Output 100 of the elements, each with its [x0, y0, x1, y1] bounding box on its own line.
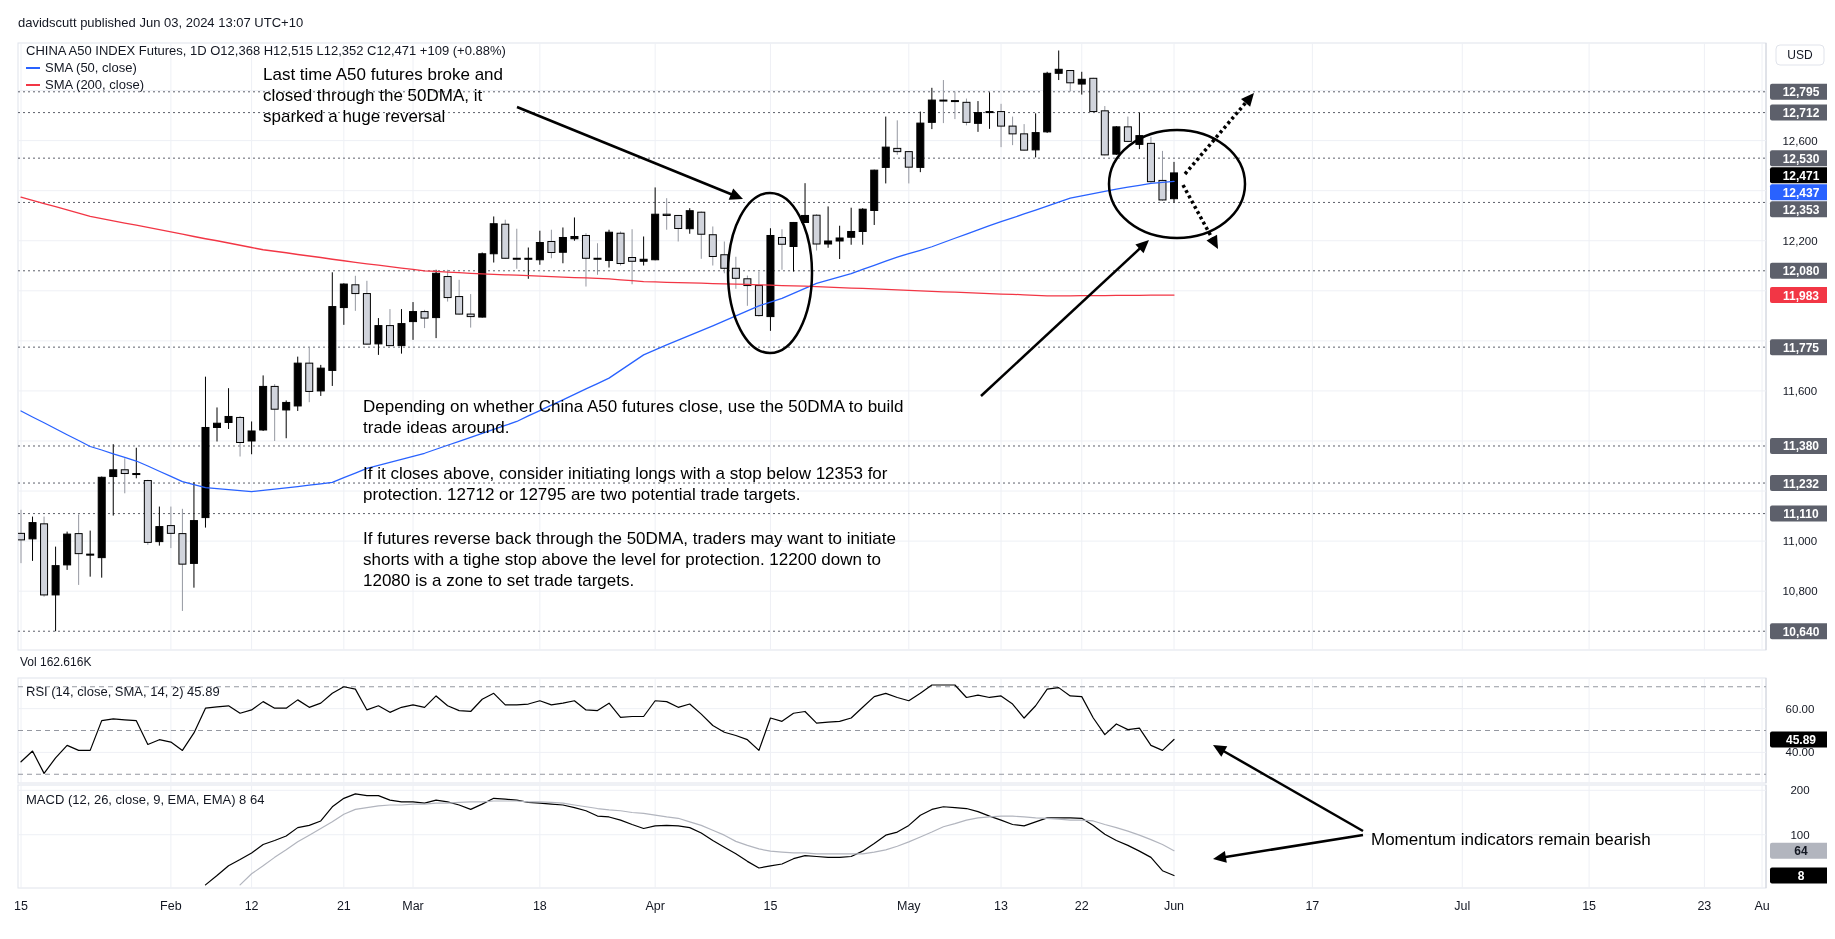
candlestick — [639, 235, 648, 267]
candlestick — [674, 214, 683, 242]
candlestick — [904, 150, 913, 184]
x-tick-label: May — [897, 899, 922, 913]
ref-line-label: 12,712 — [1782, 106, 1820, 121]
y-tick-label: 40.00 — [1785, 746, 1815, 759]
x-tick-label: 23 — [1697, 899, 1712, 913]
candlestick — [950, 91, 959, 120]
candlestick — [1158, 150, 1167, 202]
candlestick — [316, 364, 325, 397]
candlestick — [409, 301, 418, 341]
candlestick — [581, 232, 590, 288]
annotation: Momentum indicators remain bearish — [1371, 830, 1651, 849]
line-series — [20, 684, 1175, 774]
candlestick — [720, 241, 729, 274]
y-tick-label: 12,600 — [1782, 134, 1818, 147]
candlestick — [1054, 50, 1063, 81]
y-tick-label: 100 — [1790, 828, 1810, 841]
candlestick — [270, 383, 279, 442]
x-tick-label: Jun — [1163, 899, 1185, 913]
candlestick — [535, 230, 544, 266]
candlestick — [28, 516, 37, 562]
candlestick — [1123, 116, 1132, 143]
ref-line-label: 12,353 — [1782, 202, 1820, 217]
candlestick — [558, 226, 567, 264]
chart-title: CHINA A50 INDEX Futures, 1D O12,368 H12,515 L12,352 C12,471 +109 (+0.88%) — [26, 43, 506, 58]
candlestick — [512, 228, 521, 270]
y-tick-label: 60.00 — [1785, 702, 1815, 715]
candlestick — [835, 225, 844, 260]
candlestick — [339, 282, 348, 326]
text: 8 — [1797, 869, 1805, 884]
y-tick-label: 11,600 — [1782, 384, 1818, 397]
candlestick — [731, 256, 740, 290]
candlestick — [685, 207, 694, 235]
ref-line-label: 10,640 — [1782, 624, 1820, 639]
candlestick — [777, 228, 786, 271]
candlestick — [466, 293, 475, 329]
ref-line-label: 12,530 — [1782, 151, 1820, 166]
candlestick — [697, 210, 706, 260]
x-tick-label: Jul — [1454, 899, 1471, 913]
candlestick — [997, 103, 1006, 148]
candlestick — [593, 242, 602, 276]
x-tick-label: Mar — [402, 899, 424, 913]
y-tick-label: 11,000 — [1782, 535, 1818, 548]
x-tick-label: 12 — [244, 899, 259, 913]
x-tick-label: 15 — [763, 899, 778, 913]
legend-label: SMA (50, close) — [45, 60, 137, 75]
x-tick-label: 15 — [1582, 899, 1597, 913]
candlestick — [824, 205, 833, 249]
candlestick — [708, 225, 717, 267]
candlestick — [1031, 112, 1040, 158]
candlestick — [1066, 69, 1075, 93]
candlestick — [420, 309, 429, 329]
candlestick — [247, 420, 256, 455]
x-tick-label: 18 — [532, 899, 547, 913]
text: 11,983 — [1782, 288, 1820, 303]
ref-line-label: 12,080 — [1782, 264, 1820, 279]
y-tick-label: 12,200 — [1782, 234, 1818, 247]
candlestick — [385, 308, 394, 347]
candlestick — [547, 229, 556, 259]
x-tick-label: 21 — [336, 899, 351, 913]
candlestick — [570, 216, 579, 242]
candlestick — [282, 399, 291, 439]
candlestick — [1077, 71, 1086, 96]
candlestick — [120, 457, 129, 494]
candlestick — [962, 98, 971, 126]
candlestick — [743, 275, 752, 307]
candlestick — [224, 387, 233, 430]
annotation: If it closes above, consider initiating longs with a stop below 12353 for protection. 12712 or 12795 are two potential trade targets. — [363, 464, 888, 504]
ref-line-label: 11,380 — [1782, 439, 1820, 454]
y-axis-title: USD — [1787, 48, 1813, 62]
text: 12,471 — [1782, 168, 1820, 183]
candlestick — [397, 308, 406, 355]
candlestick — [155, 506, 164, 547]
candlestick — [109, 443, 118, 517]
text: MACD (12, 26, close, 9, EMA, EMA) 8 64 — [26, 792, 265, 807]
candlestick — [985, 91, 994, 130]
candlestick — [132, 447, 141, 479]
text: 64 — [1794, 844, 1808, 859]
x-tick-label: 15 — [14, 899, 28, 913]
candlestick — [74, 513, 83, 586]
candlestick — [662, 197, 671, 231]
x-tick-label: 13 — [994, 899, 1009, 913]
text: Vol 162.616K — [20, 655, 92, 669]
y-tick-label: 10,800 — [1782, 585, 1818, 598]
chart-subtitle: davidscutt published Jun 03, 2024 13:07 UTC+10 — [18, 15, 304, 30]
candlestick — [939, 79, 948, 124]
ref-line-label: 11,232 — [1782, 476, 1820, 491]
candlestick — [628, 228, 637, 285]
candlestick — [213, 406, 222, 442]
x-tick-label: Feb — [160, 899, 182, 913]
x-tick-label: Apr — [645, 899, 665, 913]
text: 12,437 — [1782, 185, 1820, 200]
candlestick — [973, 100, 982, 133]
legend-label: SMA (200, close) — [45, 77, 144, 92]
text: RSI (14, close, SMA, 14, 2) 45.89 — [26, 684, 220, 699]
candlestick — [443, 269, 452, 303]
x-tick-label: 22 — [1074, 899, 1089, 913]
candlestick — [374, 317, 383, 356]
candlestick — [18, 509, 25, 564]
